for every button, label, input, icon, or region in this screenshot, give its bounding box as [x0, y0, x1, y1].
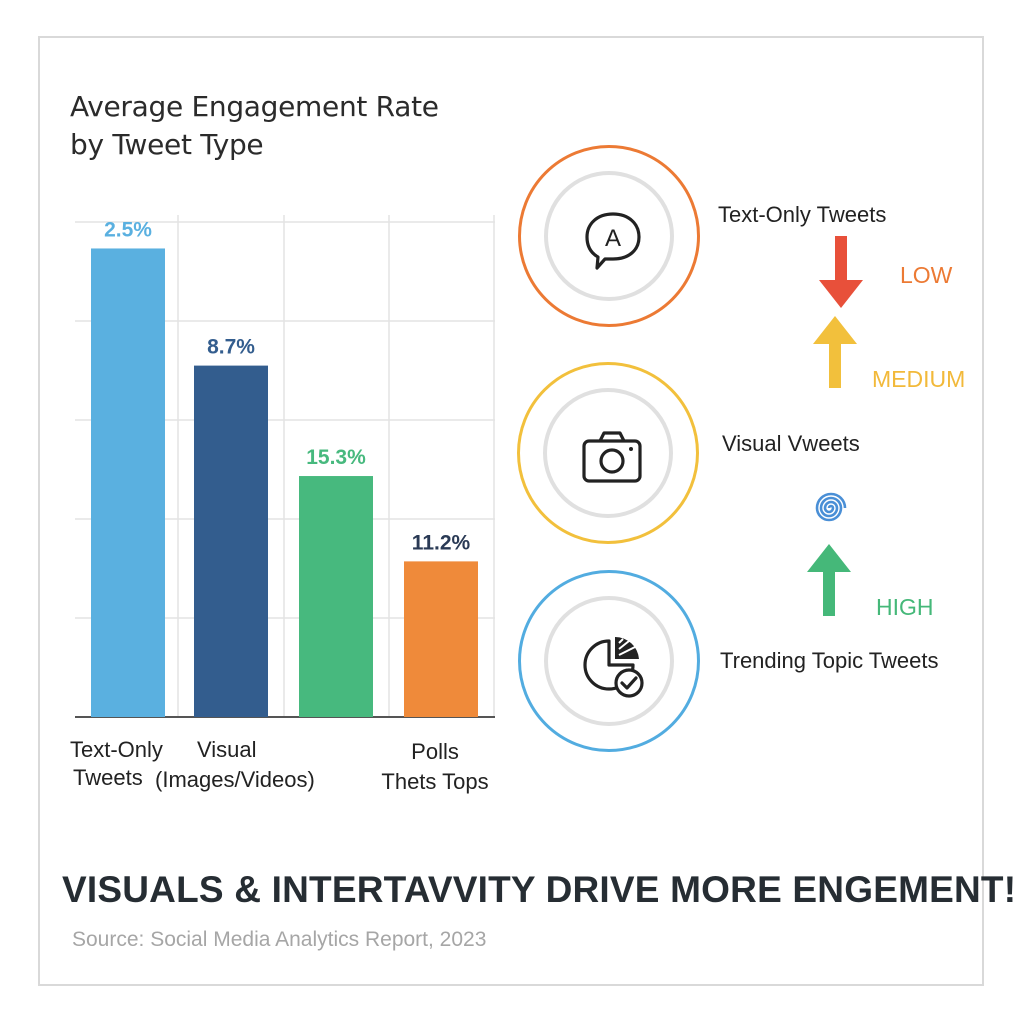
bar-3 [404, 561, 478, 717]
arrow-up-medium-icon [813, 316, 857, 388]
chat-bubble-icon: A [585, 212, 641, 270]
bar-0 [91, 248, 165, 717]
chart-value-labels: 2.5% 8.7% 15.3% 11.2% [104, 218, 470, 554]
headline: VISUALS & INTERTAVVITY DRIVE MORE ENGEME… [62, 869, 1017, 910]
chart-title: Average Engagement Rate by Tweet Type [70, 90, 439, 161]
category-label-1-line-0: Visual [197, 737, 257, 762]
pie-check-icon [583, 636, 644, 698]
bar-value-label-1: 8.7% [207, 336, 255, 359]
legend-label-visual: Visual Vweets [722, 431, 860, 456]
bar-value-label-3: 11.2% [412, 531, 471, 554]
bar-1 [194, 365, 268, 717]
category-label-3-line-0: Polls [411, 739, 459, 764]
chat-bubble-letter: A [605, 225, 621, 252]
category-label-1-line-1: (Images/Videos) [155, 767, 315, 792]
ring-trending [518, 570, 700, 752]
bar-2 [299, 476, 373, 717]
bar-value-label-2: 15.3% [306, 446, 366, 469]
category-label-0-line-1: Tweets [73, 765, 143, 790]
legend-label-trending: Trending Topic Tweets [720, 648, 939, 673]
category-label-3-line-1: Thets Tops [381, 769, 488, 794]
level-medium: MEDIUM [872, 366, 966, 392]
arrow-down-low-icon [819, 236, 863, 308]
ring-visual [517, 362, 699, 544]
level-low: LOW [900, 262, 953, 288]
source-note: Source: Social Media Analytics Report, 2… [72, 928, 487, 951]
bar-value-label-0: 2.5% [104, 218, 152, 241]
level-high: HIGH [876, 594, 934, 620]
category-label-0-line-0: Text-Only [70, 737, 163, 762]
spiral-icon [815, 492, 847, 522]
camera-icon [582, 431, 642, 483]
arrow-up-high-icon [807, 544, 851, 616]
ring-text-only: A [518, 145, 700, 327]
chart-bars [91, 248, 478, 717]
legend-label-text-only: Text-Only Tweets [718, 202, 887, 227]
bar-chart: 2.5% 8.7% 15.3% 11.2% Text-Only Tweets Visual… [70, 215, 495, 794]
chart-category-labels: Text-Only Tweets Visual (Images/Videos) Poll… [70, 737, 489, 794]
